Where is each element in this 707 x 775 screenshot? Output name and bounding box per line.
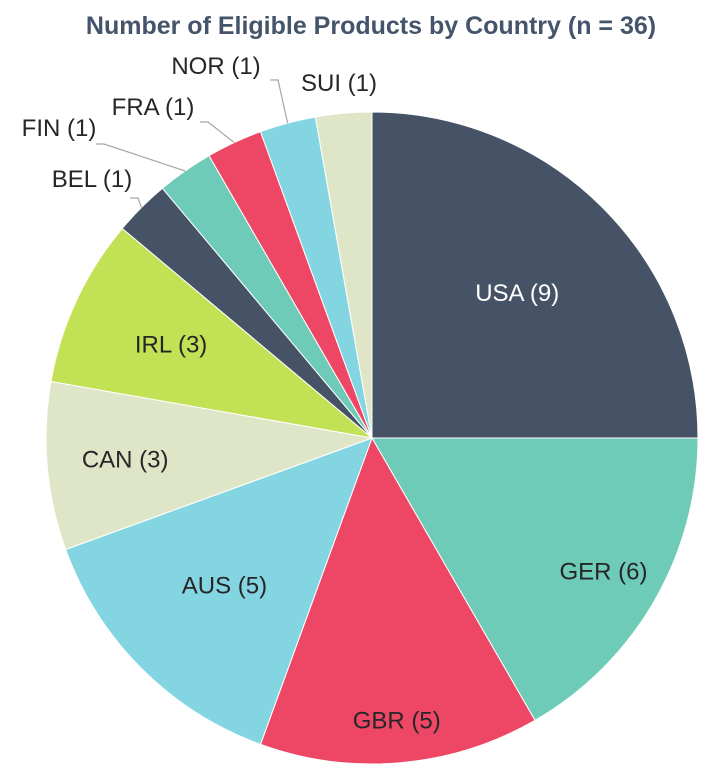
leader-line-nor [270, 79, 289, 124]
pie-slice-sui [314, 111, 373, 439]
slice-label-irl: IRL (3) [135, 331, 207, 358]
slice-label-nor: NOR (1) [171, 53, 260, 80]
chart-title: Number of Eligible Products by Country (… [86, 12, 656, 40]
slice-label-usa: USA (9) [475, 280, 559, 307]
slice-label-aus: AUS (5) [182, 573, 267, 600]
slice-label-gbr: GBR (5) [353, 708, 441, 735]
pie-slices [45, 111, 699, 765]
slice-label-ger: GER (6) [559, 559, 647, 586]
pie-slice-usa [371, 111, 699, 439]
slice-label-sui: SUI (1) [301, 70, 377, 97]
slice-label-fin: FIN (1) [22, 115, 97, 142]
leader-line-bel [130, 197, 143, 208]
leader-lines [96, 79, 289, 208]
pie-slice-gbr [259, 436, 536, 765]
slice-label-bel: BEL (1) [52, 166, 132, 193]
slice-label-fra: FRA (1) [112, 94, 195, 121]
pie-slice-can [45, 380, 374, 551]
slice-labels: USA (9) GER (6) GBR (5) AUS (5) CAN (3) IRL (… [22, 53, 648, 735]
slice-label-can: CAN (3) [82, 447, 169, 474]
leader-line-fin [96, 143, 186, 172]
leader-line-fra [200, 121, 235, 144]
pie-slice-ger [371, 437, 699, 722]
pie-slice-irl [50, 227, 374, 439]
pie-slice-aus [65, 437, 373, 745]
